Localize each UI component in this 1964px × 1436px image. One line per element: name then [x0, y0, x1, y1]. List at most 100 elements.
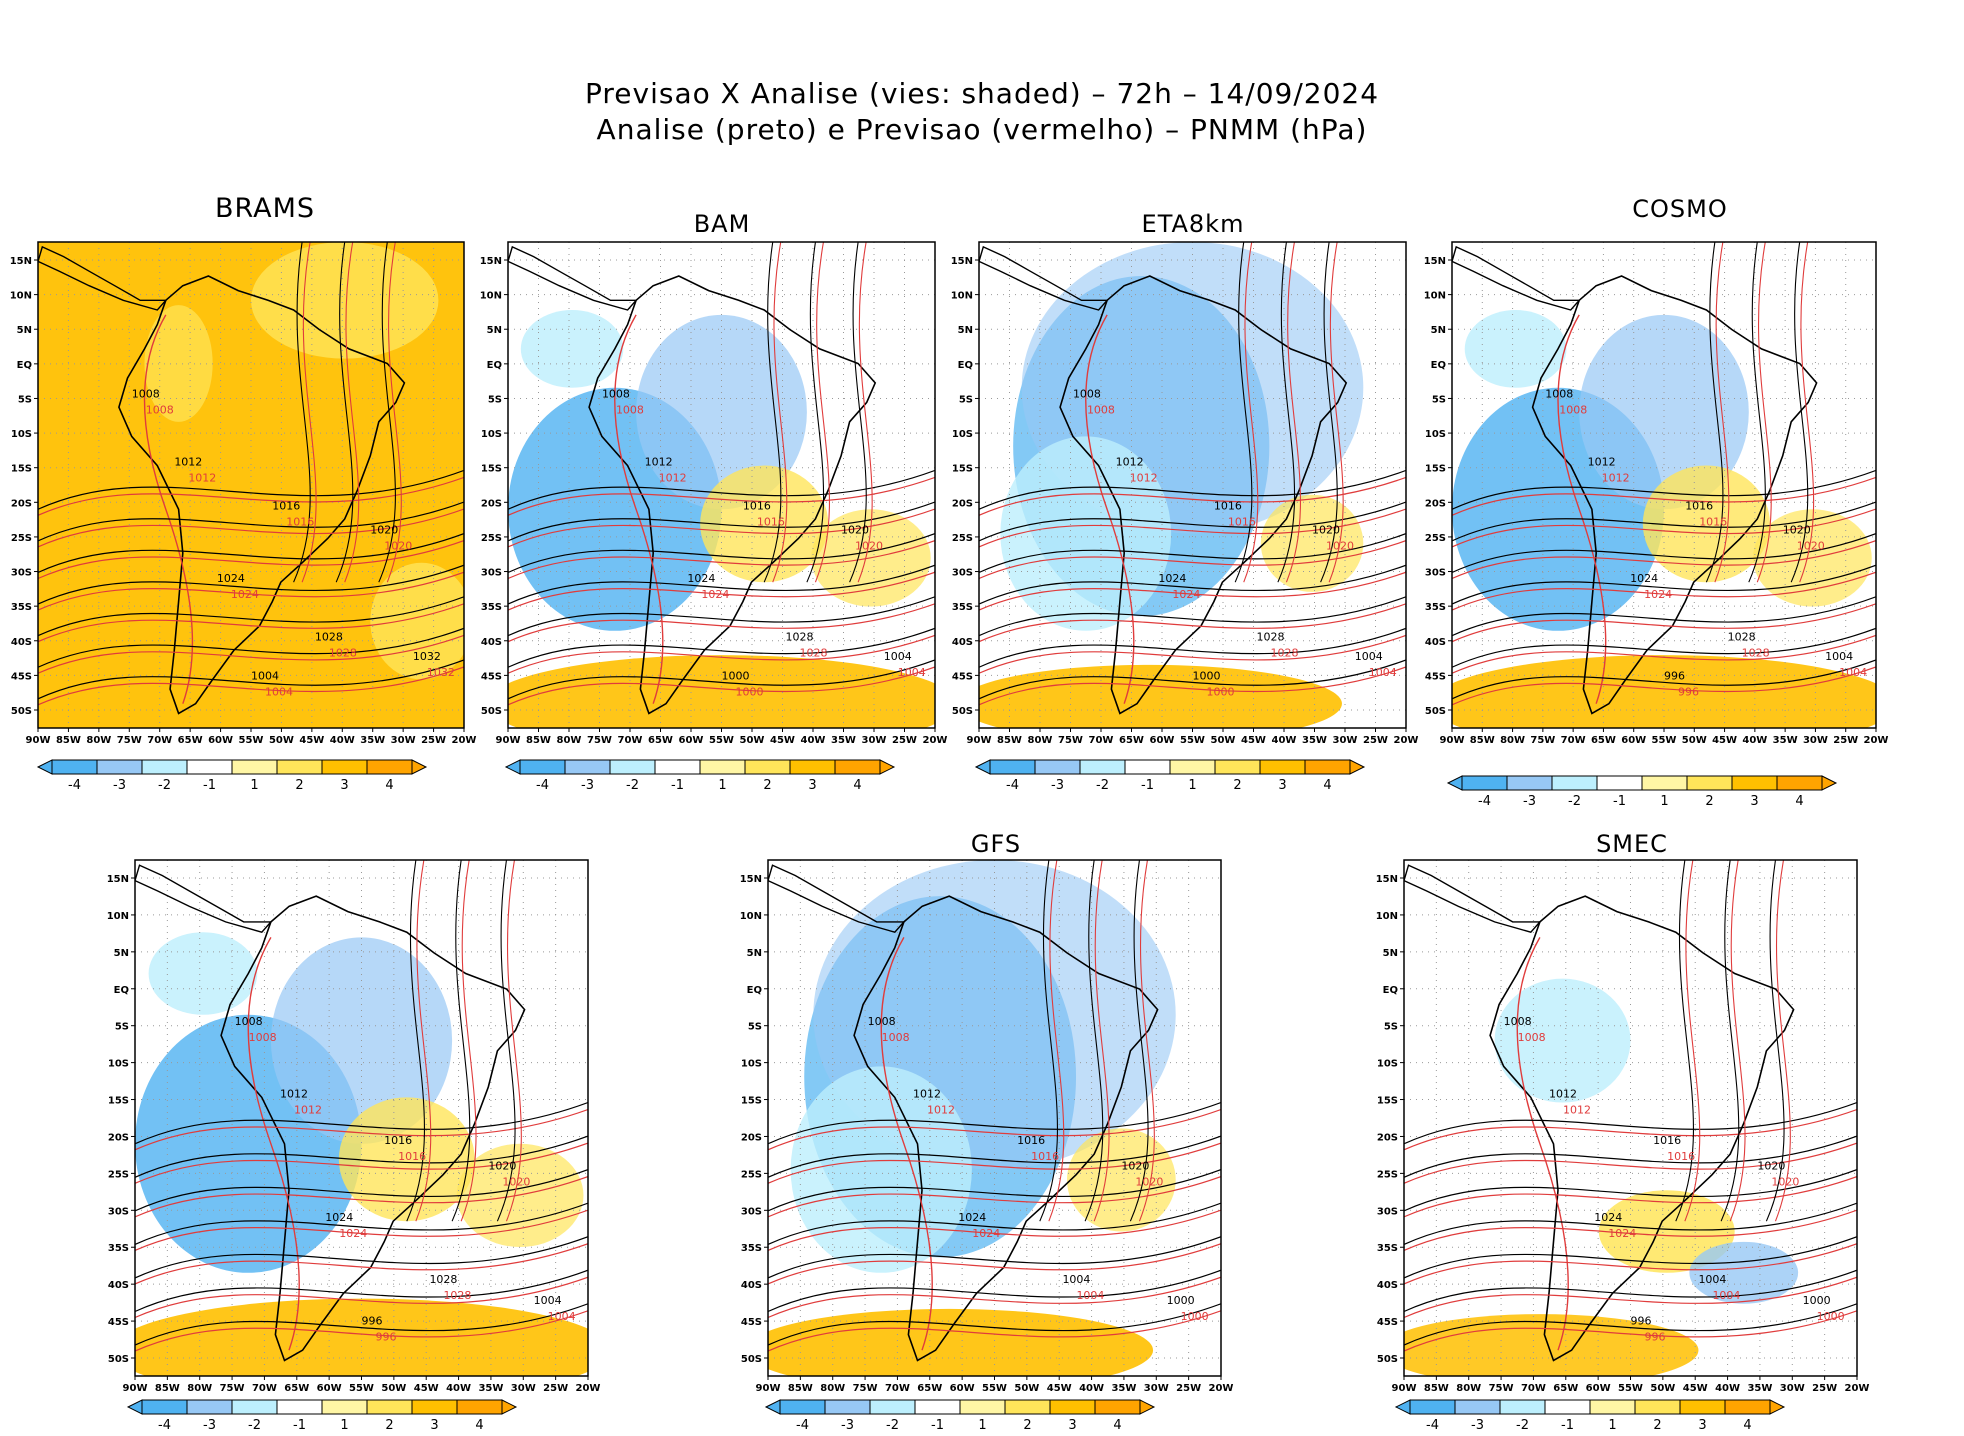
lon-tick-label: 50W — [381, 1383, 406, 1394]
lat-tick-label: 45S — [1377, 1317, 1398, 1328]
forecast-isobar — [1048, 860, 1065, 1222]
forecast-isobar — [768, 1142, 1221, 1184]
isobar-label-forecast: 1024 — [1644, 588, 1672, 601]
colorbar-arrow-right — [1139, 1399, 1156, 1415]
lat-tick-label: 10N — [480, 291, 502, 302]
analysis-isobar — [135, 1101, 588, 1145]
lat-tick-label: 30S — [11, 568, 32, 579]
analysis-isobar — [1452, 469, 1876, 510]
isobar-label-forecast: 1020 — [1771, 1176, 1799, 1189]
analysis-isobar — [1765, 860, 1785, 1222]
lat-tick-label: 30S — [108, 1206, 129, 1217]
colorbar-arrow-right — [1769, 1399, 1786, 1415]
analysis-isobar — [979, 469, 1406, 510]
isobar-label: 1012 — [174, 456, 202, 469]
colorbar-tick-label: -4 — [796, 1418, 809, 1433]
analysis-isobar — [335, 242, 354, 583]
lat-tick-label: 35S — [481, 602, 502, 613]
forecast-isobar — [38, 540, 464, 580]
forecast-isobar — [1452, 571, 1876, 611]
lon-tick-label: 75W — [853, 1383, 878, 1394]
lon-tick-label: 30W — [1333, 735, 1358, 746]
lat-tick-label: 15N — [1424, 256, 1446, 267]
isobar-label: 1020 — [488, 1160, 516, 1173]
isobar-label: 1028 — [429, 1273, 457, 1286]
lon-tick-label: 50W — [1211, 735, 1236, 746]
isobar-label: 1020 — [1783, 524, 1811, 537]
lon-tick-label: 50W — [1682, 735, 1707, 746]
forecast-isobar — [386, 242, 402, 583]
lon-tick-label: 20W — [1394, 735, 1419, 746]
bias-shading-area — [768, 1308, 1153, 1376]
analysis-isobar — [1720, 860, 1740, 1222]
lon-tick-label: 35W — [1747, 1383, 1772, 1394]
forecast-isobar — [1404, 1108, 1857, 1151]
forecast-isobar — [1774, 860, 1791, 1222]
bias-shading-area — [520, 310, 624, 388]
analysis-isobar — [768, 1236, 1221, 1279]
analysis-isobar — [979, 564, 1406, 605]
lon-tick-label: 90W — [496, 735, 521, 746]
lat-tick-label: 25S — [108, 1169, 129, 1180]
forecast-isobar — [508, 603, 935, 643]
lon-tick-label: 25W — [1363, 735, 1388, 746]
isobar-label-forecast: 1008 — [146, 404, 174, 417]
lon-tick-label: 40W — [330, 735, 355, 746]
colorbar-tick-label: -2 — [626, 778, 639, 793]
colorbar-tick-label: 1 — [1660, 794, 1668, 809]
colorbar: -4 -3 -2 -1 1 2 3 4 — [504, 759, 896, 793]
south-america-coastline — [853, 895, 1159, 1362]
lat-tick-label: 35S — [1425, 602, 1446, 613]
lon-tick-label: 60W — [679, 735, 704, 746]
isobar-label: 1024 — [1630, 572, 1658, 585]
lat-tick-label: 5N — [487, 325, 502, 336]
forecast-isobar — [508, 666, 935, 706]
central-america-coastline — [1404, 864, 1542, 933]
lat-tick-label: 5S — [488, 394, 502, 405]
lon-tick-label: 40W — [1079, 1383, 1104, 1394]
isobar-label-forecast: 1028 — [1271, 647, 1299, 660]
forecast-isobar — [1243, 242, 1259, 583]
isobar-label-forecast: 1008 — [616, 404, 644, 417]
analysis-isobar — [508, 501, 935, 542]
isobar-label: 1008 — [1073, 388, 1101, 401]
colorbar-tick-label: -4 — [1478, 794, 1491, 809]
lon-tick-label: 90W — [26, 735, 51, 746]
lat-tick-label: 20S — [108, 1132, 129, 1143]
lon-tick-label: 85W — [56, 735, 81, 746]
colorbar: -4 -3 -2 -1 1 2 3 4 — [1446, 775, 1838, 809]
isobar-label: 1012 — [645, 456, 673, 469]
forecast-isobar — [979, 476, 1406, 516]
analysis-isobar — [508, 627, 935, 668]
lat-tick-label: 50S — [11, 706, 32, 717]
south-america-coastline — [1059, 275, 1348, 715]
lat-tick-label: EQ — [747, 985, 762, 996]
lat-tick-label: 35S — [1377, 1243, 1398, 1254]
lat-tick-label: 15S — [108, 1096, 129, 1107]
analysis-isobar — [1452, 501, 1876, 542]
lon-tick-label: 80W — [86, 735, 111, 746]
lat-tick-label: 10N — [1376, 911, 1398, 922]
lat-tick-label: 35S — [952, 602, 973, 613]
forecast-isobar — [979, 508, 1406, 548]
lon-tick-label: 25W — [1176, 1383, 1201, 1394]
lat-tick-label: 5S — [959, 394, 973, 405]
lat-tick-label: 40S — [1425, 637, 1446, 648]
forecast-isobar — [1404, 1142, 1857, 1184]
lat-tick-label: 15S — [952, 464, 973, 475]
isobar-label-forecast: 1008 — [1559, 404, 1587, 417]
isobar-label-forecast: 1024 — [1172, 588, 1200, 601]
lat-tick-label: EQ — [114, 985, 129, 996]
colorbar: -4 -3 -2 -1 1 2 3 4 — [1394, 1399, 1786, 1433]
lon-tick-label: 50W — [740, 735, 765, 746]
bias-shading-area — [370, 562, 464, 680]
lon-tick-label: 80W — [820, 1383, 845, 1394]
isobar-label-forecast: 1012 — [1563, 1103, 1591, 1116]
lat-tick-label: 40S — [481, 637, 502, 648]
isobar-label-forecast: 1004 — [265, 685, 293, 698]
isobar-label-forecast: 1000 — [1181, 1310, 1209, 1323]
lat-tick-label: 45S — [481, 671, 502, 682]
